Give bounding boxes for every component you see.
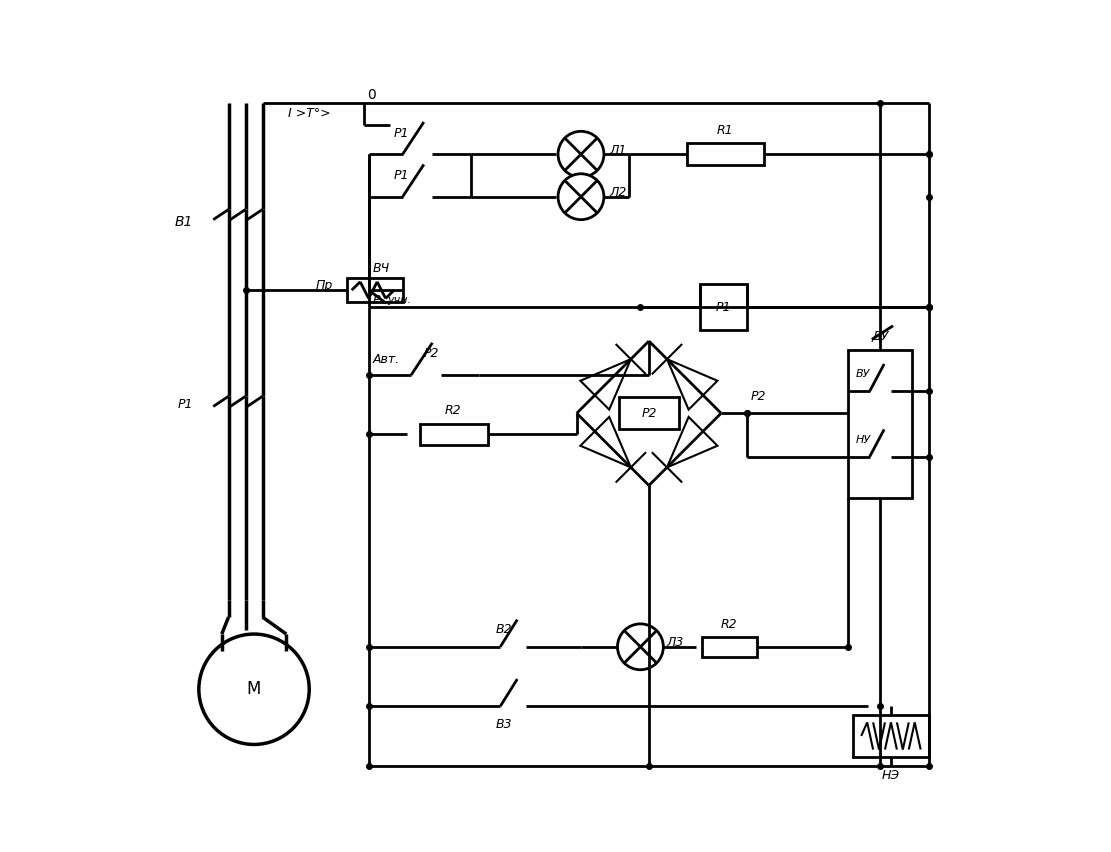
Circle shape — [558, 174, 604, 220]
Text: учн.: учн. — [388, 296, 411, 305]
Circle shape — [558, 131, 604, 177]
Polygon shape — [667, 417, 718, 468]
Text: Р2: Р2 — [424, 348, 439, 360]
Bar — [348, 279, 402, 302]
Circle shape — [618, 624, 663, 670]
Text: Р1: Р1 — [715, 301, 731, 314]
Text: ДУ: ДУ — [872, 331, 889, 343]
Text: ВУ: ВУ — [855, 369, 870, 379]
Text: R1: R1 — [717, 124, 733, 137]
Polygon shape — [667, 360, 718, 410]
Bar — [700, 284, 747, 331]
Circle shape — [199, 634, 309, 745]
Text: Р2: Р2 — [751, 389, 767, 403]
Text: В3: В3 — [496, 718, 512, 731]
Text: Авт.: Авт. — [373, 354, 400, 366]
Text: Р: Р — [373, 294, 380, 307]
Text: R2: R2 — [721, 619, 738, 631]
Bar — [619, 397, 679, 429]
Polygon shape — [580, 360, 631, 410]
Text: В2: В2 — [496, 624, 512, 636]
Text: НЭ: НЭ — [882, 769, 900, 782]
Bar — [702, 637, 758, 657]
Text: НУ: НУ — [855, 435, 870, 445]
Text: Р1: Р1 — [394, 126, 410, 140]
Text: Л2: Л2 — [609, 186, 627, 199]
Bar — [849, 349, 912, 498]
Text: В1: В1 — [176, 216, 193, 229]
Bar — [420, 424, 488, 445]
Text: ВЧ: ВЧ — [373, 262, 390, 275]
Text: I >Т°>: I >Т°> — [288, 107, 331, 120]
Text: М: М — [247, 680, 261, 699]
Text: Р1: Р1 — [394, 169, 410, 182]
Bar — [853, 715, 929, 757]
Text: Р2: Р2 — [641, 406, 657, 420]
Text: Л3: Л3 — [665, 636, 683, 649]
Polygon shape — [580, 417, 631, 468]
Text: 0: 0 — [367, 88, 376, 101]
Text: R2: R2 — [446, 404, 462, 417]
Text: Р1: Р1 — [178, 398, 193, 412]
Text: Пр: Пр — [316, 279, 333, 292]
Text: Л1: Л1 — [609, 143, 627, 157]
Bar — [687, 143, 763, 165]
